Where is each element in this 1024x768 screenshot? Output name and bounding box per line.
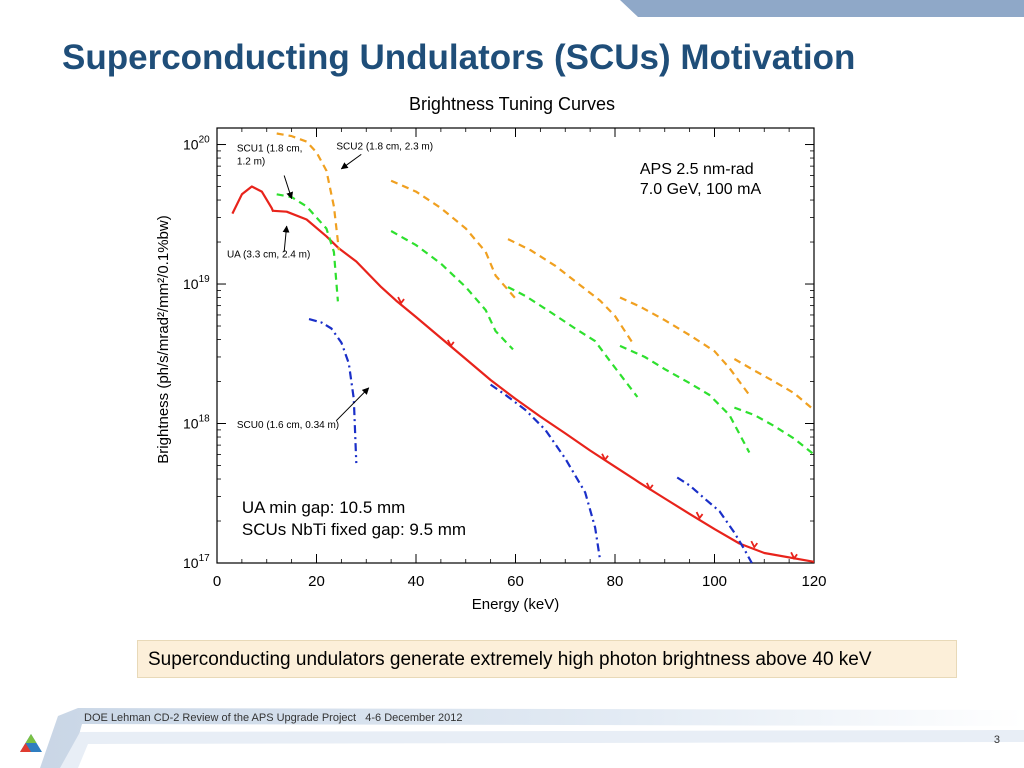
series-line-segment: [276, 132, 340, 251]
y-tick-label: 1019: [183, 274, 210, 292]
header-band-shape: [620, 0, 1024, 17]
machine-parameters-text: APS 2.5 nm-rad: [640, 161, 754, 178]
annotation-arrow: [283, 175, 294, 200]
page-number: 3: [993, 734, 1000, 746]
annotation-arrow: [282, 225, 290, 252]
annotation-arrow: [336, 387, 370, 421]
series-line-segment: [276, 193, 339, 302]
series-line-segment: [231, 185, 275, 215]
y-tick-label: 1020: [183, 135, 210, 153]
gap-parameters-text: SCUs NbTi fixed gap: 9.5 mm: [242, 520, 466, 539]
argonne-logo-icon: [20, 734, 42, 752]
series-line-segment: [619, 344, 751, 454]
series-line-segment: [489, 383, 602, 561]
machine-parameters-text: 7.0 GeV, 100 mA: [640, 181, 762, 198]
annotation-arrow: [340, 153, 362, 170]
footer-separator: [356, 712, 365, 724]
ua-harmonic-step: [790, 551, 798, 561]
brightness-chart: 0 20 40 60 80 100 120 1017 1018 1019 1020 Energy (k…: [155, 127, 827, 613]
ua-harmonic-step: [447, 339, 455, 348]
x-tick-label: 20: [308, 573, 325, 590]
series-scu1: [276, 193, 815, 456]
series-line-segment: [734, 406, 815, 456]
series-line-segment: [733, 358, 815, 411]
series-line-segment: [507, 238, 634, 344]
curve-annotation: SCU1 (1.8 cm,: [237, 144, 303, 155]
footer-decoration: [20, 708, 1024, 768]
series-scu0: [308, 318, 753, 564]
ua-harmonic-step: [397, 296, 405, 305]
series-ua: [231, 185, 815, 563]
curve-annotation: SCU0 (1.6 cm, 0.34 m): [237, 420, 339, 431]
curve-annotation: SCU2 (1.8 cm, 2.3 m): [336, 142, 433, 153]
ua-harmonic-step: [601, 453, 609, 462]
chart-caption: Brightness Tuning Curves: [408, 94, 616, 114]
y-axis-label: Brightness (ph/s/mrad²/mm²/0.1%bw): [155, 215, 172, 463]
footer-text: DOE Lehman CD-2 Review of the APS Upgrad…: [84, 712, 462, 724]
series-line-segment: [676, 476, 753, 564]
callout-box: Superconducting undulators generate extr…: [137, 640, 957, 678]
curve-annotation: UA (3.3 cm, 2.4 m): [227, 249, 310, 260]
callout-text: Superconducting undulators generate extr…: [148, 649, 872, 670]
ua-harmonic-step: [646, 482, 654, 491]
gap-parameters-text: UA min gap: 10.5 mm: [242, 498, 405, 517]
series-scu2: [276, 132, 815, 411]
footer-dates: 4-6 December 2012: [365, 712, 463, 724]
footer-project: DOE Lehman CD-2 Review of the APS Upgrad…: [84, 712, 357, 724]
series-line-segment: [273, 209, 815, 563]
header-band: [620, 0, 1024, 17]
y-tick-label: 1018: [183, 414, 210, 432]
x-tick-label: 120: [801, 573, 826, 590]
curve-annotation: 1.2 m): [237, 157, 265, 168]
x-axis-label: Energy (keV): [472, 596, 560, 613]
ua-harmonic-step: [750, 540, 759, 549]
y-tick-label: 1017: [183, 553, 210, 571]
x-tick-label: 40: [408, 573, 425, 590]
ua-harmonic-step: [695, 511, 704, 520]
series-line-segment: [507, 286, 639, 398]
footer-swoosh-lower: [60, 730, 1024, 768]
x-tick-label: 60: [507, 573, 524, 590]
series-line-segment: [390, 179, 519, 303]
x-tick-label: 80: [607, 573, 624, 590]
footer-swoosh: [40, 708, 1024, 768]
x-tick-label: 0: [213, 573, 221, 590]
x-tick-label: 100: [702, 573, 727, 590]
slide-title: Superconducting Undulators (SCUs) Motiva…: [62, 38, 856, 77]
series-line-segment: [308, 318, 358, 464]
series-line-segment: [390, 230, 514, 351]
